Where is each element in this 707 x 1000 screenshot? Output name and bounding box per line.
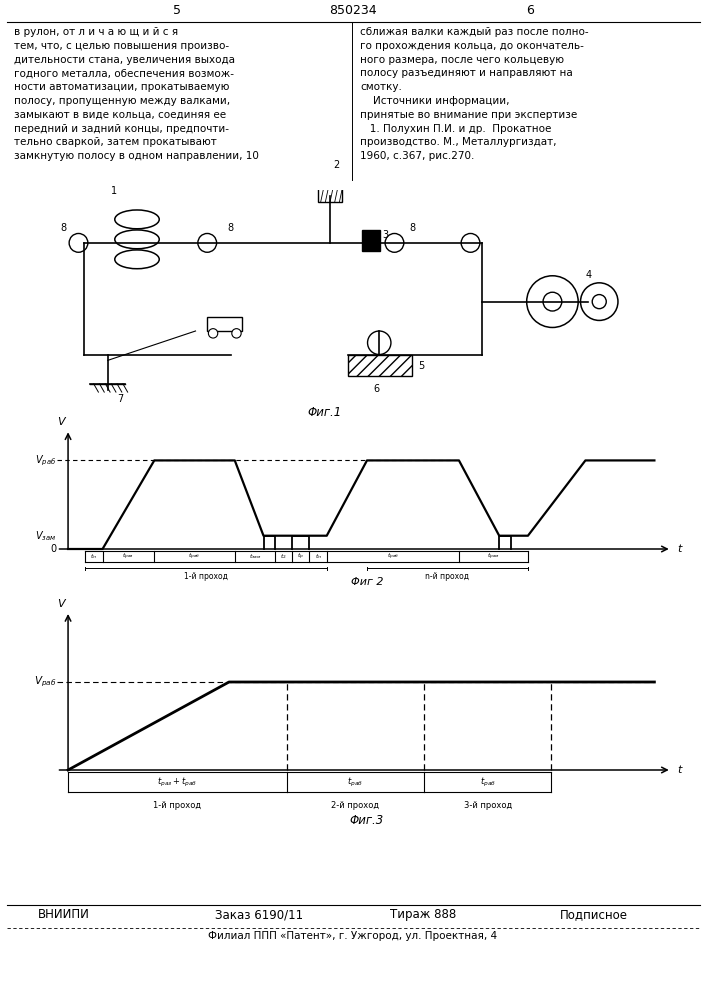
Text: $V_{раб}$: $V_{раб}$ xyxy=(34,675,57,689)
Text: Φиг 2: Φиг 2 xyxy=(351,577,383,587)
Text: 6: 6 xyxy=(374,384,380,394)
Text: $t_{раб}$: $t_{раб}$ xyxy=(387,551,399,562)
Text: замкнутую полосу в одном направлении, 10: замкнутую полосу в одном направлении, 10 xyxy=(14,151,259,161)
Text: $t_р$: $t_р$ xyxy=(298,551,305,562)
Text: n-й проход: n-й проход xyxy=(426,572,469,581)
Bar xyxy=(362,230,380,251)
Text: $t_{раз}$: $t_{раз}$ xyxy=(122,551,134,562)
Text: Φиг.1: Φиг.1 xyxy=(307,406,341,419)
Text: t: t xyxy=(677,765,682,775)
Text: V: V xyxy=(57,417,65,427)
Bar xyxy=(348,355,412,376)
Circle shape xyxy=(232,329,241,338)
Text: $t_{раб}$: $t_{раб}$ xyxy=(347,776,363,789)
Text: 7: 7 xyxy=(117,394,123,404)
Text: 1-й проход: 1-й проход xyxy=(153,801,201,810)
Text: 1-й проход: 1-й проход xyxy=(184,572,228,581)
Text: 0: 0 xyxy=(50,544,57,554)
Text: полосу, пропущенную между валками,: полосу, пропущенную между валками, xyxy=(14,96,230,106)
Text: 3-й проход: 3-й проход xyxy=(464,801,512,810)
Bar xyxy=(318,185,341,202)
Text: ного размера, после чего кольцевую: ного размера, после чего кольцевую xyxy=(360,55,564,65)
Text: 8: 8 xyxy=(409,223,415,233)
Text: 5: 5 xyxy=(418,361,424,371)
Text: $t_{раб}$: $t_{раб}$ xyxy=(479,776,496,789)
Text: в рулон, от л и ч а ю щ и й с я: в рулон, от л и ч а ю щ и й с я xyxy=(14,27,178,37)
Text: 2: 2 xyxy=(334,160,340,170)
Text: t: t xyxy=(677,544,682,554)
Text: 1: 1 xyxy=(110,186,117,196)
Text: смотку.: смотку. xyxy=(360,82,402,92)
Text: 850234: 850234 xyxy=(329,3,377,16)
Text: ВНИИПИ: ВНИИПИ xyxy=(38,908,90,921)
Text: $t_н$: $t_н$ xyxy=(90,552,98,561)
Text: 5: 5 xyxy=(173,3,181,16)
Text: передний и задний концы, предпочти-: передний и задний концы, предпочти- xyxy=(14,124,229,134)
Text: Φиг.3: Φиг.3 xyxy=(350,814,384,827)
Text: V: V xyxy=(57,599,65,609)
Text: Тираж 888: Тираж 888 xyxy=(390,908,456,921)
Text: 1. Полухин П.И. и др.  Прокатное: 1. Полухин П.И. и др. Прокатное xyxy=(360,124,551,134)
Text: Источники информации,: Источники информации, xyxy=(360,96,510,106)
Text: 2-й проход: 2-й проход xyxy=(332,801,380,810)
Text: ности автоматизации, прокатываемую: ности автоматизации, прокатываемую xyxy=(14,82,229,92)
Text: 4: 4 xyxy=(585,270,591,280)
Text: $t_2$: $t_2$ xyxy=(280,552,287,561)
Text: $t_н$: $t_н$ xyxy=(315,552,322,561)
Text: $t_{рам}$: $t_{рам}$ xyxy=(487,551,500,562)
Text: тельно сваркой, затем прокатывают: тельно сваркой, затем прокатывают xyxy=(14,137,217,147)
Text: $t_{раб}$: $t_{раб}$ xyxy=(188,551,201,562)
Circle shape xyxy=(209,329,218,338)
Text: $V_{зам}$: $V_{зам}$ xyxy=(35,529,57,543)
Text: дительности стана, увеличения выхода: дительности стана, увеличения выхода xyxy=(14,55,235,65)
Text: замыкают в виде кольца, соединяя ее: замыкают в виде кольца, соединяя ее xyxy=(14,110,226,120)
Text: сближая валки каждый раз после полно-: сближая валки каждый раз после полно- xyxy=(360,27,589,37)
Text: тем, что, с целью повышения произво-: тем, что, с целью повышения произво- xyxy=(14,41,229,51)
Text: 8: 8 xyxy=(228,223,234,233)
Text: производство. М., Металлургиздат,: производство. М., Металлургиздат, xyxy=(360,137,556,147)
Text: $t_{зам}$: $t_{зам}$ xyxy=(249,552,261,561)
Text: 6: 6 xyxy=(526,3,534,16)
Text: Подписное: Подписное xyxy=(560,908,628,921)
Text: $t_{раз}+t_{раб}$: $t_{раз}+t_{раб}$ xyxy=(157,776,197,789)
Text: 3: 3 xyxy=(382,230,389,240)
Text: го прохождения кольца, до окончатель-: го прохождения кольца, до окончатель- xyxy=(360,41,584,51)
Text: полосу разъединяют и направляют на: полосу разъединяют и направляют на xyxy=(360,68,573,78)
Bar xyxy=(207,317,243,331)
Text: $V_{раб}$: $V_{раб}$ xyxy=(35,453,57,468)
Text: 8: 8 xyxy=(60,223,66,233)
Text: годного металла, обеспечения возмож-: годного металла, обеспечения возмож- xyxy=(14,68,234,78)
Text: принятые во внимание при экспертизе: принятые во внимание при экспертизе xyxy=(360,110,577,120)
Text: Заказ 6190/11: Заказ 6190/11 xyxy=(215,908,303,921)
Text: Филиал ППП «Патент», г. Ужгород, ул. Проектная, 4: Филиал ППП «Патент», г. Ужгород, ул. Про… xyxy=(209,931,498,941)
Text: 1960, с.367, рис.270.: 1960, с.367, рис.270. xyxy=(360,151,474,161)
